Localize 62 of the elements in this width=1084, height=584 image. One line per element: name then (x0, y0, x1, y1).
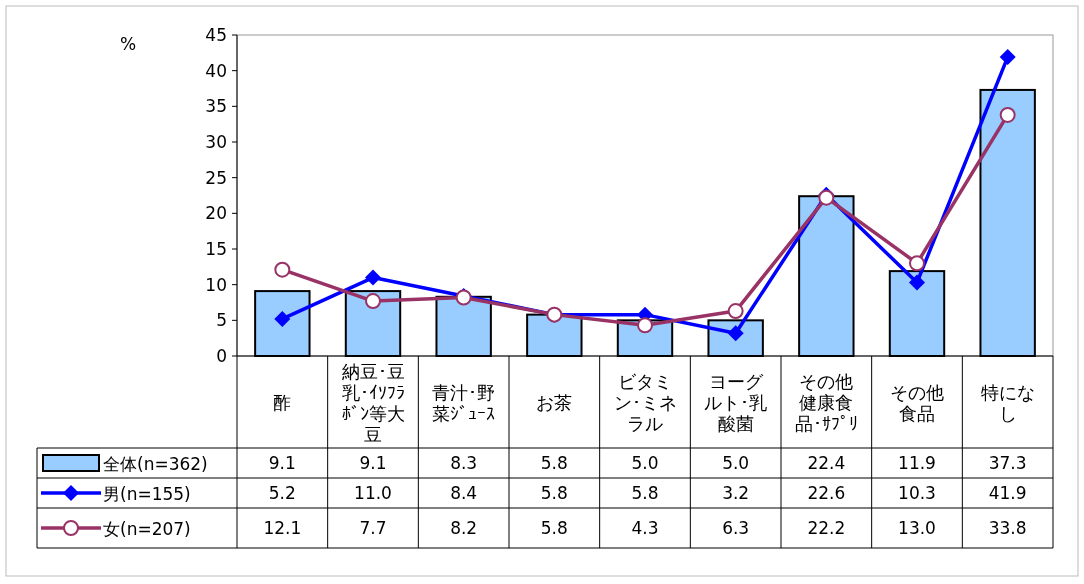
legend-item: 全体(n=362) (42, 454, 208, 474)
data-label: 12.1 (263, 518, 302, 538)
data-label: 5.8 (540, 453, 568, 473)
point (365, 269, 381, 286)
data-label: 22.2 (807, 518, 846, 538)
data-label: 10.3 (898, 483, 936, 503)
point (637, 317, 653, 334)
y-tick-label: 15 (205, 239, 227, 259)
data-label: 8.4 (450, 483, 478, 503)
point (727, 303, 744, 320)
point (365, 293, 381, 310)
y-tick-label: 25 (205, 167, 227, 188)
point (909, 255, 925, 272)
data-label: 5.8 (540, 518, 568, 538)
point (274, 261, 291, 278)
data-label: 33.8 (988, 518, 1027, 538)
y-tick-label: 40 (205, 60, 227, 81)
legend-item: 女(n=207) (41, 519, 191, 539)
x-tick-label: 酢 (273, 392, 292, 413)
x-tick-label: お茶 (536, 392, 573, 413)
x-tick-label: その他食品 (890, 381, 944, 424)
point (999, 106, 1016, 123)
data-label: 22.4 (807, 453, 846, 473)
data-label: 5.0 (631, 453, 659, 473)
legend-label: 男(n=155) (103, 484, 191, 504)
point (909, 274, 925, 291)
y-tick-label: 35 (205, 96, 227, 117)
data-label: 8.3 (450, 453, 478, 473)
x-tick-label: 特になし (980, 381, 1035, 424)
y-tick-label: 30 (205, 132, 227, 152)
x-tick-label: その他健康食品･ｻﾌﾟﾘ (794, 371, 858, 434)
data-label: 41.9 (988, 483, 1027, 503)
data-label: 13.0 (898, 518, 936, 538)
data-label: 5.8 (631, 483, 659, 503)
data-label: 22.6 (807, 483, 846, 503)
legend-label: 女(n=207) (103, 519, 191, 539)
data-label: 5.2 (268, 483, 296, 503)
data-label: 6.3 (722, 518, 750, 538)
legend-item: 男(n=155) (41, 484, 191, 504)
data-label: 5.0 (722, 453, 750, 473)
data-label: 4.3 (631, 518, 659, 538)
data-label: 5.8 (540, 483, 568, 503)
x-tick-label: 青汁･野菜ｼﾞｭｰｽ (432, 381, 496, 424)
data-label: 11.0 (354, 483, 392, 503)
y-axis-title: % (119, 34, 137, 54)
data-label: 7.7 (359, 518, 387, 538)
data-label: 11.9 (898, 453, 936, 473)
data-label: 8.2 (450, 518, 478, 538)
data-label: 3.2 (722, 483, 750, 503)
data-label: 37.3 (988, 453, 1027, 473)
data-label: 9.1 (359, 453, 387, 473)
y-tick-label: 45 (205, 25, 227, 45)
data-label: 9.1 (268, 453, 296, 473)
y-tick-label: 20 (205, 203, 227, 224)
point (999, 49, 1016, 66)
x-tick-label: ヨーグルト･乳酸菌 (704, 371, 768, 434)
legend-label: 全体(n=362) (103, 454, 208, 474)
x-tick-label: ビタミン･ミネラル (613, 371, 677, 434)
y-tick-label: 10 (205, 274, 227, 295)
x-tick-label: 納豆･豆乳･ｲｿﾌﾗﾎﾞﾝ等大豆 (341, 360, 405, 445)
y-tick-label: 0 (216, 346, 227, 366)
y-tick-label: 5 (216, 310, 227, 331)
